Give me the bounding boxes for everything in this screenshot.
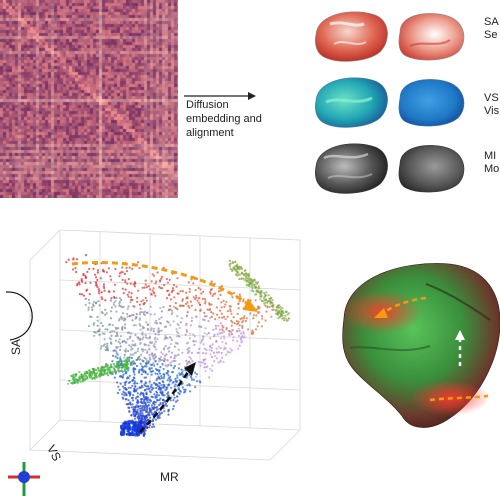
gradient-label-vs: VS Vis [484, 92, 499, 118]
orange-direction-arrowhead [374, 308, 388, 318]
vs-brain-pair [315, 77, 465, 128]
gradient-label-sa: SA Se [484, 16, 499, 42]
gradient-label-mr: MI Mo [484, 150, 499, 176]
caption-line-3: alignment [186, 127, 234, 139]
gradient-space-scatter [5, 229, 301, 496]
orange-trend-arrow [71, 261, 249, 306]
sa-brain-pair [315, 11, 465, 62]
gradient-name-sa: Se [484, 29, 498, 41]
composite-gradient-brain [342, 263, 500, 428]
scatter-points [65, 254, 290, 438]
white-direction-arrowhead [455, 330, 465, 340]
gradient-abbr-vs: VS [484, 92, 499, 104]
gradient-name-mr: Mo [484, 163, 500, 175]
black-arrowhead [184, 362, 196, 376]
gradient-abbr-mr: MI [484, 150, 497, 162]
caption-line-1: Diffusion [186, 99, 229, 111]
rotation-arc [5, 291, 33, 341]
embedding-caption: Diffusion embedding and alignment [186, 98, 296, 140]
connectivity-matrix [0, 0, 178, 198]
gradient-brain-maps [315, 11, 465, 194]
gradient-name-vs: Vis [484, 105, 500, 117]
gradient-abbr-sa: SA [484, 16, 499, 28]
axis-box [29, 229, 301, 461]
orientation-cross [8, 462, 40, 496]
axis-label-sa: SA [9, 338, 24, 356]
orange-arrowhead [243, 298, 258, 312]
orange-direction-arrow [381, 296, 427, 315]
caption-line-2: embedding and [186, 113, 262, 125]
black-trend-arrow [139, 371, 190, 433]
orange-lower-arrow [429, 394, 489, 402]
axis-label-mr: MR [160, 470, 179, 484]
embedding-arrow [184, 92, 256, 100]
mr-brain-pair [315, 143, 465, 194]
